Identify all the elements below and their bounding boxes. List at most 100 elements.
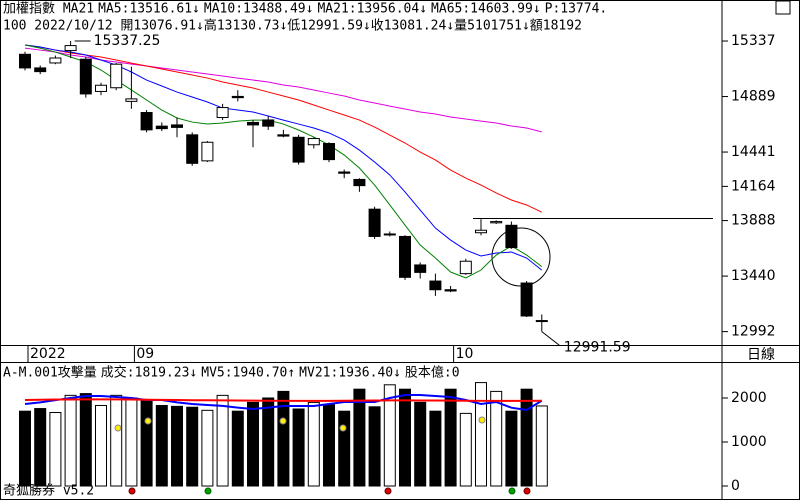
candle-body	[247, 121, 259, 126]
candle-body	[475, 229, 487, 234]
volume-bar	[155, 404, 168, 487]
volume-bar	[399, 388, 411, 487]
volume-bar	[429, 410, 442, 487]
candle-body	[323, 143, 335, 161]
y-tick-label: 14164	[731, 178, 776, 194]
signal-dot	[279, 417, 287, 425]
candle-body	[368, 208, 381, 237]
legend-entry: MA21:13956.04↓	[317, 2, 427, 17]
candle-body	[459, 260, 472, 275]
signal-dot	[478, 416, 486, 424]
annotation-leader	[541, 331, 561, 347]
candle-body	[49, 57, 62, 64]
volume-bar	[95, 404, 107, 487]
candle-body	[292, 136, 305, 163]
signal-dots	[114, 416, 531, 495]
volume-bar	[414, 401, 427, 487]
candle-body	[19, 53, 31, 69]
candle-body	[95, 84, 107, 92]
candle-body	[338, 171, 351, 174]
legend-entry: MA65:14603.99↓	[431, 2, 541, 17]
legend-entry: MV21:1936.40↓	[299, 366, 401, 381]
volume-bar	[262, 397, 275, 487]
candle-body	[140, 112, 153, 131]
candle-body	[444, 289, 457, 292]
volume-bar	[475, 382, 487, 487]
legend-entry: MA5:13516.61↓	[98, 2, 200, 17]
legend-entry: 股本億:0	[405, 365, 460, 381]
volume-bar	[34, 408, 47, 487]
volume-bar	[292, 408, 305, 487]
candle-body	[277, 134, 290, 137]
info-line: 100 2022/10/12 開13076.91↓高13130.73↓低1299…	[3, 18, 582, 34]
moving-average-line	[24, 44, 543, 271]
y-tick-label: 14889	[731, 89, 776, 105]
volume-bar	[505, 410, 518, 487]
candle-body	[155, 125, 168, 130]
y-tick-label: 12992	[731, 324, 776, 340]
volume-bar	[520, 388, 533, 487]
period-label[interactable]: 日線	[747, 347, 775, 363]
volume-bar	[186, 406, 199, 487]
legend-entry: MA10:13488.49↓	[204, 2, 314, 17]
candle-body	[383, 233, 396, 236]
candle-body	[216, 107, 229, 118]
candle-body	[505, 224, 518, 249]
signal-dot	[523, 487, 531, 495]
legend-entry: 加權指數 MA21	[3, 2, 94, 17]
volume-bar	[535, 405, 548, 487]
y-tick-label: 14441	[731, 144, 776, 160]
volume-bar	[490, 390, 503, 487]
y-tick-label: 13888	[731, 213, 776, 229]
footer: 奇狐勝券 v5.2	[3, 483, 94, 499]
candle-body	[490, 221, 503, 224]
legend-entry: MV5:1940.70↑	[201, 366, 295, 381]
x-tick-label: 09	[136, 346, 154, 362]
volume-bar	[444, 388, 457, 487]
volume-bar	[323, 404, 335, 487]
y-tick-label: 2000	[731, 390, 767, 406]
signal-dot	[339, 424, 347, 432]
candle-body	[79, 58, 92, 95]
y-tick-label: 0	[731, 478, 740, 494]
candle-body	[125, 98, 138, 102]
legend-entry: A-M.001攻擊量	[3, 365, 97, 381]
volume-bar	[216, 394, 229, 487]
volume-bar	[277, 390, 290, 487]
candle-body	[535, 320, 548, 323]
annotation: 15337.25	[94, 33, 161, 49]
volume-bar	[247, 401, 259, 487]
volume-bar	[383, 384, 396, 487]
moving-average-line	[24, 44, 543, 213]
candle-body	[429, 280, 442, 291]
x-tick-label: 2022	[30, 346, 66, 362]
volume-bar	[19, 410, 31, 487]
y-tick-label: 1000	[731, 434, 767, 450]
candle-body	[307, 138, 320, 146]
signal-dot	[128, 487, 136, 495]
moving-average-line	[24, 47, 542, 133]
volume-bar	[125, 397, 138, 487]
candle-body	[231, 95, 244, 99]
volume-bar	[110, 394, 123, 487]
candle-body	[262, 119, 275, 127]
volume-bar	[79, 393, 92, 487]
volume-bar	[353, 388, 366, 487]
legend-entry: 成交:1819.23↓	[101, 365, 197, 381]
candle-body	[186, 134, 199, 164]
candle-body	[414, 264, 427, 273]
candle-body	[520, 282, 533, 317]
signal-dot	[204, 487, 212, 495]
signal-dot	[508, 487, 516, 495]
volume-bar	[140, 399, 153, 487]
signal-dot	[114, 424, 122, 432]
volume-bar	[459, 412, 472, 487]
volume-bar	[368, 406, 381, 487]
legend-entry: P:13774.	[545, 2, 608, 17]
y-tick-label: 15337	[731, 33, 776, 49]
volume-bar	[338, 410, 351, 487]
volume-bar	[64, 394, 77, 487]
y-tick-label: 13440	[731, 268, 776, 284]
window-button[interactable]	[775, 0, 791, 15]
volume-bar	[49, 412, 62, 487]
